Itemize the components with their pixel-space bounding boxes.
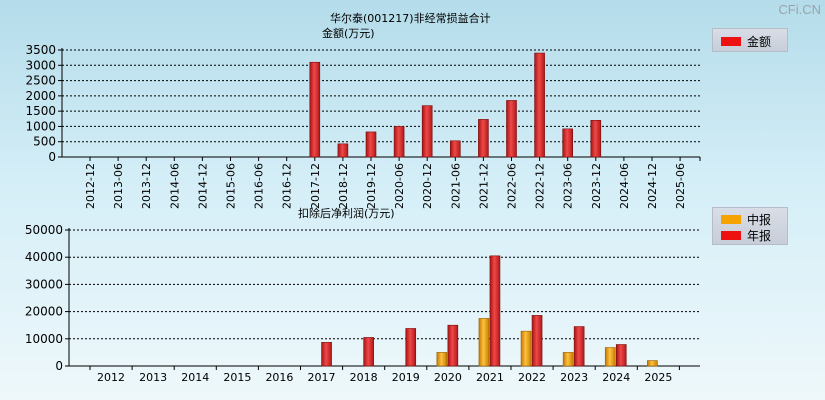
x-tick-label: 2020-12 (421, 163, 434, 209)
bar-annual (405, 328, 417, 367)
bar-amount (365, 131, 377, 158)
y-tick-label: 1500 (25, 104, 56, 118)
x-tick-label: 2013-12 (140, 163, 153, 209)
bar-amount (449, 140, 461, 158)
x-tick-label: 2019-12 (365, 163, 378, 209)
bar-annual (489, 255, 501, 367)
x-tick-label: 2014-12 (196, 163, 209, 209)
bar-annual (531, 315, 543, 367)
x-tick-label: 2020 (434, 371, 462, 384)
bar-interim (647, 360, 658, 367)
legend-label-annual: 年报 (747, 229, 772, 243)
y-tick-label: 10000 (25, 332, 63, 346)
bar-amount (421, 105, 433, 158)
bar-annual (615, 344, 627, 367)
y-tick-label: 0 (55, 359, 63, 373)
x-tick-label: 2014-06 (168, 163, 181, 209)
y-tick-label: 2500 (25, 74, 56, 88)
legend-label-interim: 中报 (747, 213, 772, 227)
legend-item-amount: 金额 (721, 33, 771, 50)
bar-interim (520, 330, 532, 367)
chart1-subtitle: 金额(万元) (322, 27, 375, 40)
bar-amount (562, 128, 574, 158)
watermark: CFi.CN (778, 2, 821, 17)
x-tick-label: 2016 (265, 371, 293, 384)
x-tick-label: 2017 (308, 371, 336, 384)
legend-item-interim: 中报 (721, 211, 771, 228)
x-tick-label: 2022 (518, 371, 546, 384)
legend-swatch-interim (721, 215, 741, 224)
legend-chart2: 中报 年报 (712, 207, 788, 245)
legend-swatch-annual (721, 231, 741, 240)
y-tick-label: 500 (33, 135, 56, 149)
y-tick-label: 1000 (25, 119, 56, 133)
bar-amount (534, 52, 545, 158)
x-tick-label: 2022-06 (506, 163, 519, 209)
bar-interim (478, 318, 490, 367)
y-tick-label: 3000 (25, 58, 56, 72)
bar-interim (604, 347, 616, 367)
y-tick-label: 3500 (25, 43, 56, 57)
x-tick-label: 2024-06 (618, 163, 631, 209)
y-tick-label: 40000 (25, 250, 63, 264)
bar-amount (309, 61, 321, 158)
bar-amount (506, 100, 517, 158)
x-tick-label: 2021 (476, 371, 504, 384)
x-tick-label: 2024-12 (646, 163, 659, 209)
x-tick-label: 2012-12 (84, 163, 97, 209)
chart-title: 华尔泰(001217)非经常损益合计 (330, 12, 491, 25)
y-tick-label: 20000 (25, 305, 63, 319)
x-tick-label: 2025-06 (674, 163, 687, 209)
chart2-subtitle: 扣除后净利润(万元) (298, 207, 395, 220)
x-tick-label: 2014 (181, 371, 209, 384)
chart2-plot: 0 10000 20000 30000 40000 50000 2012 2013 2014 20… (25, 223, 700, 384)
x-tick-label: 2015-06 (225, 163, 238, 209)
legend-item-annual: 年报 (721, 227, 771, 244)
y-tick-label: 30000 (25, 277, 63, 291)
y-tick-label: 0 (48, 150, 56, 164)
x-tick-label: 2013 (139, 371, 167, 384)
bar-amount (337, 143, 349, 158)
legend-swatch-amount (721, 37, 741, 46)
x-tick-label: 2018 (350, 371, 378, 384)
x-tick-label: 2013-06 (112, 163, 125, 209)
bar-amount (590, 120, 602, 158)
bar-annual (573, 326, 585, 367)
x-tick-label: 2019 (392, 371, 420, 384)
x-tick-label: 2018-12 (337, 163, 350, 209)
x-tick-label: 2024 (602, 371, 630, 384)
x-tick-label: 2021-12 (477, 163, 490, 209)
bar-annual (363, 337, 374, 367)
x-tick-label: 2021-06 (449, 163, 462, 209)
x-tick-label: 2012 (97, 371, 125, 384)
x-tick-label: 2016-06 (253, 163, 266, 209)
legend-chart1: 金额 (712, 28, 788, 52)
y-tick-label: 2000 (25, 89, 56, 103)
x-tick-label: 2015 (223, 371, 251, 384)
x-tick-label: 2016-12 (281, 163, 294, 209)
legend-label-amount: 金额 (747, 35, 772, 49)
bar-annual (447, 324, 459, 367)
y-tick-label: 50000 (25, 223, 63, 237)
bar-interim (562, 352, 574, 367)
x-tick-label: 2023-06 (562, 163, 575, 209)
x-tick-label: 2020-06 (393, 163, 406, 209)
x-tick-label: 2023-12 (590, 163, 603, 209)
x-tick-label: 2023 (560, 371, 588, 384)
x-tick-label: 2017-12 (309, 163, 322, 209)
x-tick-label: 2022-12 (534, 163, 547, 209)
bar-amount (393, 126, 405, 158)
bar-amount (478, 119, 489, 158)
x-tick-label: 2025 (644, 371, 672, 384)
bar-annual (321, 342, 332, 367)
bar-interim (436, 352, 448, 367)
